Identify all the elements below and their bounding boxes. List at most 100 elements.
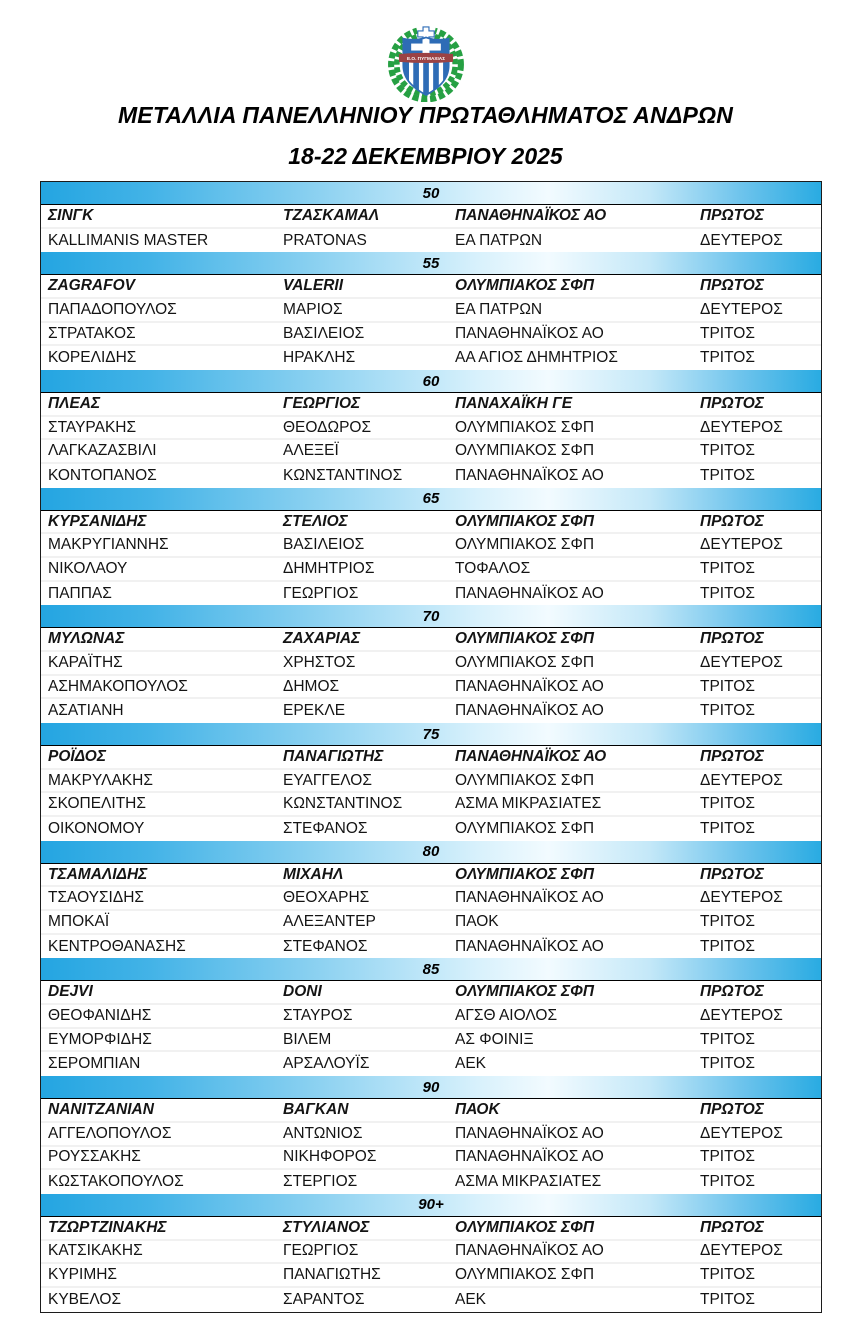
firstname-cell: ΖΑΧΑΡΙΑΣ bbox=[283, 630, 361, 648]
category-rows: ΡΟΪΔΟΣ ΠΑΝΑΓΙΩΤΗΣ ΠΑΝΑΘΗΝΑΪΚΟΣ ΑΟ ΠΡΩΤΟΣ… bbox=[41, 746, 821, 841]
weight-class-label: 55 bbox=[422, 254, 440, 272]
medal-row: ΠΑΠΑΔΟΠΟΥΛΟΣ ΜΑΡΙΟΣ ΕΑ ΠΑΤΡΩΝ ΔΕΥΤΕΡΟΣ bbox=[41, 299, 821, 323]
category-block: 50 ΣΙΝΓΚ ΤΖΑΣΚΑΜΑΛ ΠΑΝΑΘΗΝΑΪΚΟΣ ΑΟ ΠΡΩΤΟ… bbox=[41, 182, 821, 253]
surname-cell: ΣΤΡΑΤΑΚΟΣ bbox=[48, 324, 136, 342]
place-cell: ΤΡΙΤΟΣ bbox=[700, 1290, 755, 1308]
place-cell: ΤΡΙΤΟΣ bbox=[700, 937, 755, 955]
weight-class-label: 60 bbox=[422, 372, 440, 390]
place-cell: ΔΕΥΤΕΡΟΣ bbox=[700, 418, 783, 436]
category-rows: ΠΛΕΑΣ ΓΕΩΡΓΙΟΣ ΠΑΝΑΧΑΪΚΗ ΓΕ ΠΡΩΤΟΣ ΣΤΑΥΡ… bbox=[41, 393, 821, 488]
surname-cell: ΜΑΚΡΥΛΑΚΗΣ bbox=[48, 771, 153, 789]
surname-cell: ΑΓΓΕΛΟΠΟΥΛΟΣ bbox=[48, 1124, 172, 1142]
medal-row: ΚΑΡΑΪΤΗΣ ΧΡΗΣΤΟΣ ΟΛΥΜΠΙΑΚΟΣ ΣΦΠ ΔΕΥΤΕΡΟΣ bbox=[41, 652, 821, 676]
surname-cell: KALLIMANIS MASTER bbox=[48, 231, 209, 249]
category-block: 65 ΚΥΡΣΑΝΙΔΗΣ ΣΤΕΛΙΟΣ ΟΛΥΜΠΙΑΚΟΣ ΣΦΠ ΠΡΩ… bbox=[41, 487, 821, 606]
firstname-cell: ΔΗΜΟΣ bbox=[283, 677, 340, 695]
place-cell: ΔΕΥΤΕΡΟΣ bbox=[700, 1242, 783, 1260]
surname-cell: ΝΙΚΟΛΑΟΥ bbox=[48, 559, 128, 577]
club-cell: ΟΛΥΜΠΙΑΚΟΣ ΣΦΠ bbox=[455, 418, 595, 436]
place-cell: ΔΕΥΤΕΡΟΣ bbox=[700, 653, 783, 671]
club-cell: ΑΣΜΑ ΜΙΚΡΑΣΙΑΤΕΣ bbox=[455, 1173, 602, 1190]
club-cell: ΤΟΦΑΛΟΣ bbox=[455, 559, 531, 577]
surname-cell: ΚΑΤΣΙΚΑΚΗΣ bbox=[48, 1242, 143, 1260]
place-cell: ΠΡΩΤΟΣ bbox=[700, 394, 764, 412]
place-cell: ΔΕΥΤΕΡΟΣ bbox=[700, 300, 783, 318]
surname-cell: ΘΕΟΦΑΝΙΔΗΣ bbox=[48, 1006, 152, 1024]
club-cell: ΟΛΥΜΠΙΑΚΟΣ ΣΦΠ bbox=[455, 1218, 594, 1236]
medal-row: ΚΥΒΕΛΟΣ ΣΑΡΑΝΤΟΣ ΑΕΚ ΤΡΙΤΟΣ bbox=[41, 1287, 821, 1312]
place-cell: ΤΡΙΤΟΣ bbox=[700, 466, 755, 484]
club-cell: ΠΑΟΚ bbox=[455, 912, 499, 930]
medal-row: ΟΙΚΟΝΟΜΟΥ ΣΤΕΦΑΝΟΣ ΟΛΥΜΠΙΑΚΟΣ ΣΦΠ ΤΡΙΤΟΣ bbox=[41, 817, 821, 841]
firstname-cell: ΓΕΩΡΓΙΟΣ bbox=[283, 1242, 359, 1260]
place-cell: ΤΡΙΤΟΣ bbox=[700, 1266, 755, 1284]
place-cell: ΔΕΥΤΕΡΟΣ bbox=[700, 771, 783, 789]
weight-class-label: 70 bbox=[422, 607, 440, 625]
club-cell: ΠΑΝΑΘΗΝΑΪΚΟΣ ΑΟ bbox=[455, 1242, 604, 1260]
medal-row: ΛΑΓΚΑΖΑΣΒΙΛΙ ΑΛΕΞΕΪ ΟΛΥΜΠΙΑΚΟΣ ΣΦΠ ΤΡΙΤΟ… bbox=[41, 440, 821, 465]
place-cell: ΤΡΙΤΟΣ bbox=[700, 819, 755, 837]
place-cell: ΠΡΩΤΟΣ bbox=[700, 277, 764, 295]
firstname-cell: ΗΡΑΚΛΗΣ bbox=[283, 349, 356, 367]
club-cell: ΑΣ ΦΟΙΝΙΞ bbox=[455, 1030, 534, 1048]
category-block: 90+ ΤΖΩΡΤΖΙΝΑΚΗΣ ΣΤΥΛΙΑΝΟΣ ΟΛΥΜΠΙΑΚΟΣ ΣΦ… bbox=[41, 1193, 821, 1312]
weight-class-label: 65 bbox=[422, 490, 440, 508]
surname-cell: ΡΟΥΣΣΑΚΗΣ bbox=[48, 1148, 141, 1166]
firstname-cell: ΜΙΧΑΗΛ bbox=[283, 865, 344, 883]
medal-row: ΣΙΝΓΚ ΤΖΑΣΚΑΜΑΛ ΠΑΝΑΘΗΝΑΪΚΟΣ ΑΟ ΠΡΩΤΟΣ bbox=[41, 205, 821, 229]
firstname-cell: ΧΡΗΣΤΟΣ bbox=[283, 653, 356, 671]
category-rows: DEJVI DONI ΟΛΥΜΠΙΑΚΟΣ ΣΦΠ ΠΡΩΤΟΣ ΘΕΟΦΑΝΙ… bbox=[41, 981, 821, 1077]
weight-class-label: 85 bbox=[422, 960, 440, 978]
place-cell: ΤΡΙΤΟΣ bbox=[700, 559, 755, 577]
weight-class-bar: 75 bbox=[41, 723, 821, 747]
place-cell: ΤΡΙΤΟΣ bbox=[700, 1148, 755, 1166]
place-cell: ΔΕΥΤΕΡΟΣ bbox=[700, 536, 783, 554]
medal-row: ΚΑΤΣΙΚΑΚΗΣ ΓΕΩΡΓΙΟΣ ΠΑΝΑΘΗΝΑΪΚΟΣ ΑΟ ΔΕΥΤ… bbox=[41, 1240, 821, 1265]
surname-cell: ΑΣΑΤΙΑΝΗ bbox=[48, 702, 124, 720]
firstname-cell: ΒΙΛΕΜ bbox=[283, 1030, 332, 1048]
medal-row: ΚΟΝΤΟΠΑΝΟΣ ΚΩΝΣΤΑΝΤΙΝΟΣ ΠΑΝΑΘΗΝΑΪΚΟΣ ΑΟ … bbox=[41, 464, 821, 488]
club-cell: ΠΑΝΑΘΗΝΑΪΚΟΣ ΑΟ bbox=[455, 584, 604, 602]
firstname-cell: ΒΑΣΙΛΕΙΟΣ bbox=[283, 324, 365, 342]
place-cell: ΠΡΩΤΟΣ bbox=[700, 1218, 764, 1236]
club-cell: ΠΑΝΑΘΗΝΑΪΚΟΣ ΑΟ bbox=[455, 466, 604, 484]
surname-cell: ΚΟΝΤΟΠΑΝΟΣ bbox=[48, 466, 157, 484]
surname-cell: ΚΑΡΑΪΤΗΣ bbox=[48, 653, 123, 671]
medal-row: ΚΩΣΤΑΚΟΠΟΥΛΟΣ ΣΤΕΡΓΙΟΣ ΑΣΜΑ ΜΙΚΡΑΣΙΑΤΕΣ … bbox=[41, 1170, 821, 1194]
medal-row: ΜΑΚΡΥΓΙΑΝΝΗΣ ΒΑΣΙΛΕΙΟΣ ΟΛΥΜΠΙΑΚΟΣ ΣΦΠ ΔΕ… bbox=[41, 534, 821, 559]
place-cell: ΔΕΥΤΕΡΟΣ bbox=[700, 1124, 783, 1142]
club-cell: ΟΛΥΜΠΙΑΚΟΣ ΣΦΠ bbox=[455, 536, 595, 554]
surname-cell: ΚΥΡΙΜΗΣ bbox=[48, 1266, 118, 1284]
club-cell: ΠΑΝΑΘΗΝΑΪΚΟΣ ΑΟ bbox=[455, 937, 604, 955]
medal-row: ΣΚΟΠΕΛΙΤΗΣ ΚΩΝΣΤΑΝΤΙΝΟΣ ΑΣΜΑ ΜΙΚΡΑΣΙΑΤΕΣ… bbox=[41, 793, 821, 818]
club-cell: ΠΑΝΑΘΗΝΑΪΚΟΣ ΑΟ bbox=[455, 206, 607, 224]
place-cell: ΤΡΙΤΟΣ bbox=[700, 324, 755, 342]
firstname-cell: ΘΕΟΔΩΡΟΣ bbox=[283, 418, 372, 436]
club-cell: ΠΑΝΑΘΗΝΑΪΚΟΣ ΑΟ bbox=[455, 1148, 604, 1166]
weight-class-label: 75 bbox=[422, 725, 440, 743]
firstname-cell: ΤΖΑΣΚΑΜΑΛ bbox=[283, 206, 380, 224]
firstname-cell: ΣΤΕΛΙΟΣ bbox=[283, 512, 348, 530]
surname-cell: ΤΖΩΡΤΖΙΝΑΚΗΣ bbox=[48, 1218, 167, 1236]
category-block: 80 ΤΣΑΜΑΛΙΔΗΣ ΜΙΧΑΗΛ ΟΛΥΜΠΙΑΚΟΣ ΣΦΠ ΠΡΩΤ… bbox=[41, 840, 821, 959]
club-cell: ΠΑΝΑΘΗΝΑΪΚΟΣ ΑΟ bbox=[455, 324, 604, 342]
category-block: 90 ΝΑΝΙΤΖΑΝΙΑΝ ΒΑΓΚΑΝ ΠΑΟΚ ΠΡΩΤΟΣ ΑΓΓΕΛΟ… bbox=[41, 1076, 821, 1194]
surname-cell: ΛΑΓΚΑΖΑΣΒΙΛΙ bbox=[48, 442, 157, 460]
weight-class-label: 50 bbox=[422, 184, 440, 202]
surname-cell: ΚΥΡΣΑΝΙΔΗΣ bbox=[48, 512, 147, 530]
firstname-cell: ΑΝΤΩΝΙΟΣ bbox=[283, 1124, 363, 1142]
medal-row: ΑΓΓΕΛΟΠΟΥΛΟΣ ΑΝΤΩΝΙΟΣ ΠΑΝΑΘΗΝΑΪΚΟΣ ΑΟ ΔΕ… bbox=[41, 1122, 821, 1147]
category-block: 75 ΡΟΪΔΟΣ ΠΑΝΑΓΙΩΤΗΣ ΠΑΝΑΘΗΝΑΪΚΟΣ ΑΟ ΠΡΩ… bbox=[41, 723, 821, 841]
club-cell: ΟΛΥΜΠΙΑΚΟΣ ΣΦΠ bbox=[455, 442, 595, 460]
surname-cell: DEJVI bbox=[48, 983, 93, 1001]
medal-row: ΜΠΟΚΑΪ ΑΛΕΞΑΝΤΕΡ ΠΑΟΚ ΤΡΙΤΟΣ bbox=[41, 911, 821, 935]
surname-cell: ΕΥΜΟΡΦΙΔΗΣ bbox=[48, 1030, 152, 1048]
club-cell: ΠΑΝΑΘΗΝΑΪΚΟΣ ΑΟ bbox=[455, 1124, 604, 1142]
surname-cell: ΟΙΚΟΝΟΜΟΥ bbox=[48, 819, 145, 837]
medal-row: ΝΙΚΟΛΑΟΥ ΔΗΜΗΤΡΙΟΣ ΤΟΦΑΛΟΣ ΤΡΙΤΟΣ bbox=[41, 558, 821, 582]
place-cell: ΤΡΙΤΟΣ bbox=[700, 349, 755, 367]
firstname-cell: ΓΕΩΡΓΙΟΣ bbox=[283, 584, 359, 602]
club-cell: ΠΑΝΑΘΗΝΑΪΚΟΣ ΑΟ bbox=[455, 889, 604, 907]
firstname-cell: ΜΑΡΙΟΣ bbox=[283, 300, 343, 318]
